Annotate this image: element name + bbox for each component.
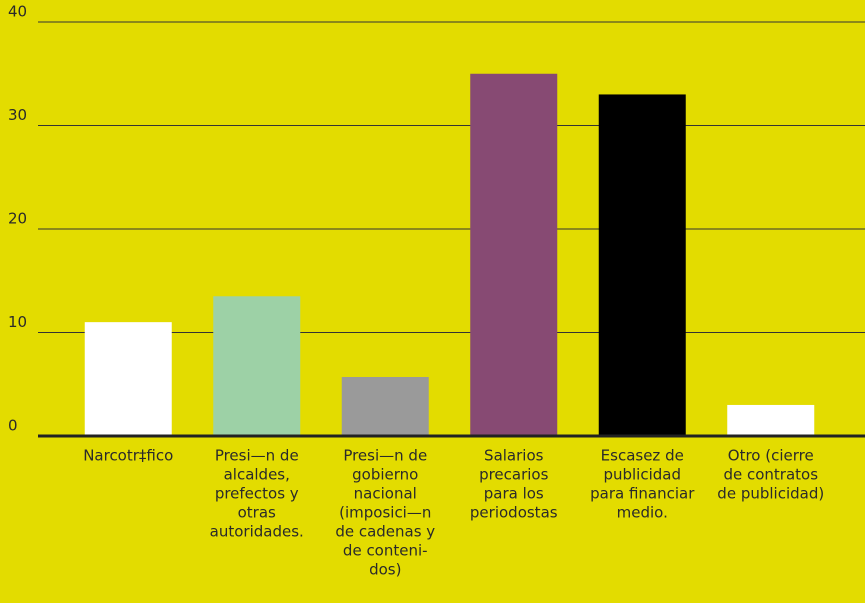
- x-tick-label: Narcotr‡fico: [83, 447, 173, 465]
- x-tick-label: dos): [369, 561, 401, 579]
- x-tick-label: alcaldes,: [224, 466, 290, 484]
- x-tick-label: Presi—n de: [215, 447, 299, 465]
- bar: [598, 94, 686, 436]
- x-tick-label: precarios: [479, 466, 549, 484]
- x-tick-label: Presi—n de: [343, 447, 427, 465]
- bar: [470, 73, 558, 436]
- x-tick-label: gobierno: [352, 466, 418, 484]
- x-tick-label: medio.: [617, 504, 668, 522]
- bar: [727, 404, 815, 436]
- x-tick-label: para financiar: [590, 485, 695, 503]
- y-tick-label: 20: [8, 210, 27, 228]
- x-tick-label: (imposici—n: [339, 504, 431, 522]
- x-tick-label: publicidad: [603, 466, 681, 484]
- x-tick-label: periodostas: [470, 504, 558, 522]
- y-tick-label: 40: [8, 3, 27, 21]
- y-tick-label: 30: [8, 106, 27, 124]
- x-tick-label: prefectos y: [215, 485, 299, 503]
- x-tick-label: nacional: [354, 485, 417, 503]
- x-tick-label: de contratos: [723, 466, 818, 484]
- y-tick-label: 0: [8, 417, 18, 435]
- x-tick-label: de publicidad): [717, 485, 824, 503]
- bar: [213, 296, 301, 436]
- x-tick-label: autoridades.: [210, 523, 304, 541]
- x-tick-label: Escasez de: [601, 447, 684, 465]
- x-tick-label: Salarios: [484, 447, 544, 465]
- x-tick-label: Otro (cierre: [728, 447, 814, 465]
- bar: [341, 377, 429, 436]
- x-tick-label: de conteni-: [343, 542, 428, 560]
- x-tick-label: otras: [238, 504, 276, 522]
- x-tick-label: para los: [484, 485, 544, 503]
- y-tick-label: 10: [8, 313, 27, 331]
- bar: [84, 322, 172, 436]
- x-tick-label: de cadenas y: [335, 523, 435, 541]
